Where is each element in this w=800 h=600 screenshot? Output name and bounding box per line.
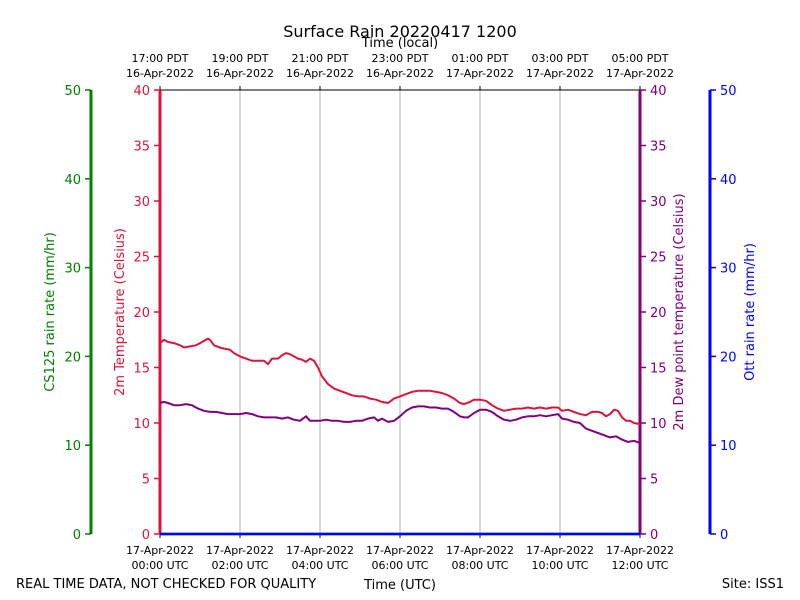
ott-axis-label: Ott rain rate (mm/hr) (743, 243, 758, 381)
bottom-tick-date: 17-Apr-2022 (206, 544, 274, 557)
bottom-tick-time: 06:00 UTC (371, 559, 428, 572)
ott-tick-label: 20 (720, 350, 737, 365)
bottom-tick-date: 17-Apr-2022 (366, 544, 434, 557)
ott-tick-label: 40 (720, 173, 737, 188)
top-tick-time: 05:00 PDT (611, 52, 668, 65)
temp-tick-label: 10 (133, 417, 150, 432)
dew-tick-label: 20 (650, 306, 667, 321)
top-tick-date: 17-Apr-2022 (446, 67, 514, 80)
dew-tick-label: 10 (650, 417, 667, 432)
ott-tick-label: 50 (720, 84, 737, 99)
temp-series-line (159, 337, 641, 426)
temp-tick-label: 15 (133, 362, 150, 377)
dew-tick-label: 30 (650, 195, 667, 210)
bottom-tick-date: 17-Apr-2022 (126, 544, 194, 557)
temp-tick-label: 35 (133, 140, 150, 155)
bottom-tick-time: 10:00 UTC (531, 559, 588, 572)
data-series (159, 337, 641, 536)
bottom-tick-date: 17-Apr-2022 (606, 544, 674, 557)
dew-tick-label: 35 (650, 140, 667, 155)
bottom-tick-time: 12:00 UTC (611, 559, 668, 572)
top-tick-time: 23:00 PDT (371, 52, 428, 65)
top-tick-time: 03:00 PDT (531, 52, 588, 65)
quality-disclaimer: REAL TIME DATA, NOT CHECKED FOR QUALITY (16, 577, 316, 592)
top-tick-date: 17-Apr-2022 (526, 67, 594, 80)
dew-series-line (159, 400, 641, 444)
chart-title: Surface Rain 20220417 1200 (283, 22, 517, 41)
top-axis-label: Time (local) (361, 36, 438, 51)
cs125-tick-label: 0 (73, 528, 81, 543)
bottom-tick-time: 02:00 UTC (211, 559, 268, 572)
bottom-tick-time: 00:00 UTC (131, 559, 188, 572)
temp-tick-label: 5 (142, 473, 150, 488)
dew-tick-label: 25 (650, 251, 667, 266)
temp-axis-label: 2m Temperature (Celsius) (113, 228, 128, 396)
dew-tick-label: 0 (650, 528, 658, 543)
top-tick-date: 16-Apr-2022 (206, 67, 274, 80)
vertical-grid (239, 90, 561, 534)
bottom-tick-time: 08:00 UTC (451, 559, 508, 572)
top-tick-date: 17-Apr-2022 (606, 67, 674, 80)
temp-tick-label: 30 (133, 195, 150, 210)
site-label: Site: ISS1 (722, 577, 784, 592)
top-tick-date: 16-Apr-2022 (366, 67, 434, 80)
cs125-tick-label: 40 (64, 173, 81, 188)
top-tick-date: 16-Apr-2022 (126, 67, 194, 80)
bottom-axis-label: Time (UTC) (363, 578, 436, 593)
bottom-tick-date: 17-Apr-2022 (286, 544, 354, 557)
dew-tick-label: 15 (650, 362, 667, 377)
top-tick-time: 01:00 PDT (451, 52, 508, 65)
dew-tick-label: 40 (650, 84, 667, 99)
bottom-tick-date: 17-Apr-2022 (446, 544, 514, 557)
ott-tick-label: 0 (720, 528, 728, 543)
cs125-tick-label: 20 (64, 350, 81, 365)
top-tick-date: 16-Apr-2022 (286, 67, 354, 80)
ott-tick-label: 10 (720, 439, 737, 454)
dew-axis-label: 2m Dew point temperature (Celsius) (672, 193, 687, 430)
ott-tick-label: 30 (720, 262, 737, 277)
top-tick-time: 21:00 PDT (291, 52, 348, 65)
temp-tick-label: 20 (133, 306, 150, 321)
bottom-tick-date: 17-Apr-2022 (526, 544, 594, 557)
cs125-axis-label: CS125 rain rate (mm/hr) (43, 232, 58, 392)
cs125-tick-label: 30 (64, 262, 81, 277)
temp-tick-label: 0 (142, 528, 150, 543)
temp-tick-label: 25 (133, 251, 150, 266)
cs125-tick-label: 10 (64, 439, 81, 454)
bottom-tick-time: 04:00 UTC (291, 559, 348, 572)
top-tick-time: 17:00 PDT (131, 52, 188, 65)
dew-tick-label: 5 (650, 473, 658, 488)
temp-tick-label: 40 (133, 84, 150, 99)
top-tick-time: 19:00 PDT (211, 52, 268, 65)
cs125-tick-label: 50 (64, 84, 81, 99)
